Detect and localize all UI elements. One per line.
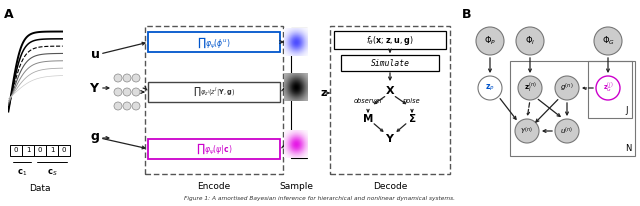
Text: Figure 1: A amortised Bayesian inference for hierarchical and nonlinear dynamica: Figure 1: A amortised Bayesian inference… [184, 196, 456, 201]
Circle shape [515, 119, 539, 143]
Text: $\mathbf{c}_1$: $\mathbf{c}_1$ [17, 168, 27, 179]
Bar [22, 145, 34, 156]
Text: Simulate: Simulate [371, 59, 410, 68]
Text: Sample: Sample [279, 182, 313, 191]
Circle shape [114, 88, 122, 96]
Bar [58, 145, 70, 156]
Text: Data: Data [29, 184, 51, 193]
Text: $\prod \varphi_{z^l}(z^l|\mathbf{Y},\mathbf{g})$: $\prod \varphi_{z^l}(z^l|\mathbf{Y},\mat… [193, 86, 236, 98]
Text: $\mathbf{z}_G^{(j)}$: $\mathbf{z}_G^{(j)}$ [603, 81, 613, 95]
FancyBboxPatch shape [341, 55, 439, 71]
Text: A: A [4, 8, 13, 21]
Circle shape [596, 76, 620, 100]
FancyBboxPatch shape [148, 139, 280, 159]
Text: $\mathbf{X}$: $\mathbf{X}$ [385, 84, 395, 96]
Text: N: N [625, 144, 631, 153]
Circle shape [132, 74, 140, 82]
Circle shape [478, 76, 502, 100]
Circle shape [518, 76, 542, 100]
Text: $f_\theta(\mathbf{x};\mathbf{z},\mathbf{u},\mathbf{g})$: $f_\theta(\mathbf{x};\mathbf{z},\mathbf{… [366, 34, 414, 47]
Circle shape [594, 27, 622, 55]
Bar [10, 145, 22, 156]
Text: $\mathbf{Y}$: $\mathbf{Y}$ [90, 82, 100, 95]
Text: 0: 0 [13, 147, 19, 153]
Circle shape [132, 102, 140, 110]
Circle shape [123, 88, 131, 96]
Bar [34, 145, 46, 156]
Text: 0: 0 [61, 147, 67, 153]
Circle shape [123, 102, 131, 110]
Circle shape [516, 27, 544, 55]
Text: $Y^{(n)}$: $Y^{(n)}$ [520, 125, 534, 137]
Text: Encode: Encode [197, 182, 230, 191]
Circle shape [114, 74, 122, 82]
Text: $\mathbf{z}$: $\mathbf{z}$ [320, 88, 328, 98]
Text: $\mathbf{\Sigma}$: $\mathbf{\Sigma}$ [408, 112, 416, 124]
FancyBboxPatch shape [148, 82, 280, 102]
Text: $\mathbf{Y}$: $\mathbf{Y}$ [385, 132, 395, 144]
Text: $u^{(n)}$: $u^{(n)}$ [561, 125, 573, 137]
Text: $g^{(n)}$: $g^{(n)}$ [560, 82, 574, 94]
Text: 1: 1 [26, 147, 30, 153]
Text: $\Phi_G$: $\Phi_G$ [602, 35, 614, 47]
Text: $\Phi_I$: $\Phi_I$ [525, 35, 535, 47]
Text: 0: 0 [38, 147, 42, 153]
Text: $\mathbf{z}_P$: $\mathbf{z}_P$ [485, 83, 495, 93]
Text: $\mathbf{c}_S$: $\mathbf{c}_S$ [47, 168, 58, 179]
Bar [46, 145, 58, 156]
Text: $\mathbf{M}$: $\mathbf{M}$ [362, 112, 374, 124]
Text: Decode: Decode [373, 182, 407, 191]
Circle shape [132, 88, 140, 96]
Text: J: J [625, 106, 628, 115]
Text: $\mathbf{u}$: $\mathbf{u}$ [90, 48, 100, 61]
Text: B: B [462, 8, 472, 21]
Text: 1: 1 [50, 147, 54, 153]
Circle shape [555, 76, 579, 100]
Text: $\prod \varphi_{\psi}(\phi^u)$: $\prod \varphi_{\psi}(\phi^u)$ [197, 34, 231, 49]
FancyBboxPatch shape [148, 32, 280, 52]
Circle shape [123, 74, 131, 82]
Text: $\prod \varphi_{\psi}(\psi|\mathbf{c})$: $\prod \varphi_{\psi}(\psi|\mathbf{c})$ [196, 142, 232, 157]
Circle shape [114, 102, 122, 110]
FancyBboxPatch shape [334, 31, 446, 49]
Text: $\Phi_P$: $\Phi_P$ [484, 35, 496, 47]
Text: $\mathbf{z}_I^{(n)}$: $\mathbf{z}_I^{(n)}$ [524, 81, 536, 95]
Text: noise: noise [403, 98, 421, 104]
Text: $\mathbf{g}$: $\mathbf{g}$ [90, 131, 100, 145]
Circle shape [476, 27, 504, 55]
Circle shape [555, 119, 579, 143]
Text: observer: observer [353, 98, 383, 104]
